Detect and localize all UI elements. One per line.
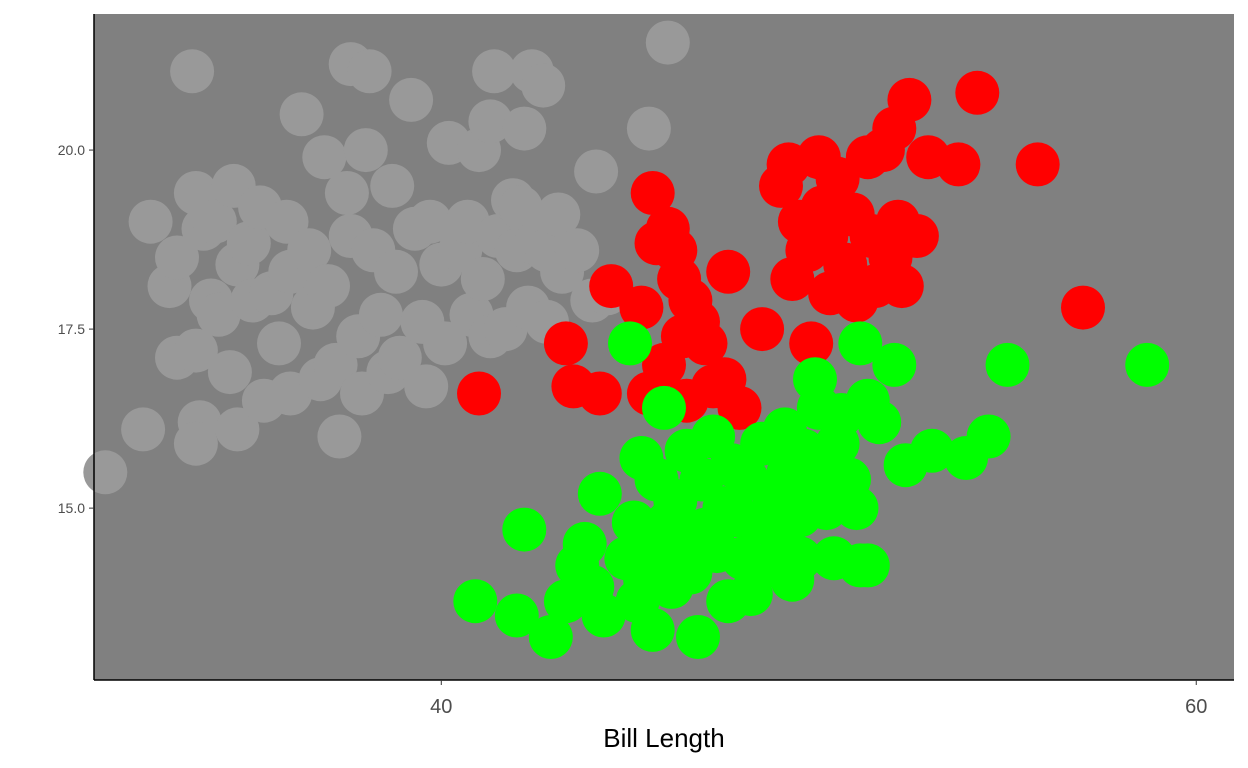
data-point (494, 593, 539, 638)
data-point (196, 292, 241, 337)
data-point (706, 249, 751, 294)
data-point (460, 257, 505, 301)
data-point (619, 285, 664, 330)
data-point (577, 471, 622, 516)
data-point (1015, 142, 1060, 187)
data-point (857, 400, 902, 445)
data-point (985, 342, 1030, 387)
data-point (789, 321, 834, 366)
data-point (543, 321, 588, 366)
data-point (872, 342, 917, 387)
data-point (1125, 342, 1170, 387)
data-point (887, 77, 932, 122)
data-point (676, 615, 720, 659)
x-tick-label: 40 (430, 696, 452, 718)
data-point (879, 264, 924, 309)
data-point (404, 364, 449, 409)
data-point (581, 593, 626, 638)
data-point (521, 63, 566, 108)
data-point (498, 185, 543, 230)
data-point (838, 321, 883, 366)
x-axis-ticks: 40 60 (430, 680, 1207, 718)
data-point (1061, 285, 1105, 330)
y-tick-label: 17.5 (58, 321, 85, 337)
data-point (170, 49, 215, 94)
data-point (472, 49, 517, 94)
data-point (740, 307, 785, 352)
data-point (423, 321, 468, 366)
data-point (121, 407, 166, 452)
data-point (128, 199, 173, 244)
x-tick-label: 60 (1185, 696, 1207, 718)
y-tick-label: 15.0 (58, 500, 85, 516)
data-point (577, 371, 622, 416)
data-point (408, 199, 452, 244)
data-point (279, 92, 324, 137)
data-point (536, 192, 581, 237)
data-point (173, 421, 218, 466)
data-point (287, 228, 332, 273)
data-point (358, 292, 403, 337)
data-point (173, 328, 218, 373)
data-point (306, 264, 350, 309)
data-point (302, 135, 347, 180)
data-point (377, 335, 422, 380)
data-point (936, 142, 981, 187)
data-point (626, 106, 671, 151)
data-point (683, 321, 728, 366)
data-point (370, 163, 415, 208)
data-point (777, 536, 822, 581)
data-point (468, 99, 513, 144)
x-axis-title: Bill Length (603, 723, 724, 753)
data-point (192, 199, 237, 244)
data-point (894, 214, 939, 258)
data-point (793, 357, 837, 402)
data-point (226, 221, 271, 266)
data-point (155, 235, 199, 280)
data-point (324, 171, 369, 215)
data-point (608, 321, 652, 366)
data-point (642, 385, 686, 430)
data-point (317, 414, 362, 459)
data-point (347, 49, 392, 94)
data-point (966, 414, 1011, 459)
data-point (374, 249, 418, 294)
data-point (457, 371, 501, 416)
data-point (528, 615, 573, 659)
data-point (83, 450, 128, 495)
data-point (555, 228, 600, 273)
data-point (910, 428, 954, 473)
data-point (502, 106, 547, 151)
y-tick-label: 20.0 (58, 142, 85, 158)
y-axis-ticks: 15.0 17.5 20.0 (58, 142, 94, 516)
data-point (834, 486, 879, 531)
data-point (630, 171, 675, 215)
data-point (845, 543, 890, 588)
data-point (562, 521, 607, 566)
data-point (389, 77, 434, 122)
data-point (502, 507, 547, 552)
data-points (83, 20, 1170, 659)
data-point (343, 128, 388, 173)
data-point (645, 20, 690, 65)
data-point (453, 579, 498, 624)
data-point (717, 385, 762, 430)
data-point (630, 607, 675, 652)
data-point (207, 350, 252, 395)
data-point (215, 407, 260, 452)
data-point (257, 321, 301, 366)
data-point (574, 149, 619, 194)
data-point (955, 70, 1000, 115)
